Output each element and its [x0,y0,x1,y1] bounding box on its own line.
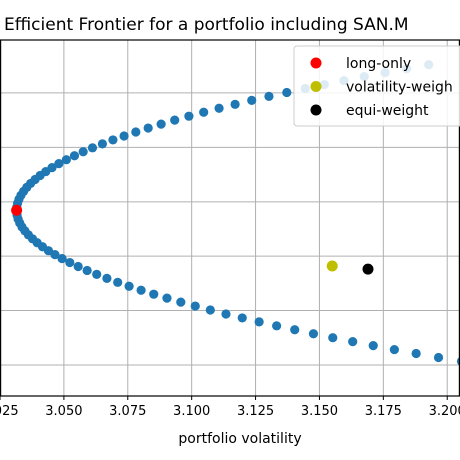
frontier-point [190,301,200,311]
x-tick-label: 3.075 [109,404,146,419]
frontier-point [57,253,67,264]
legend: long-only volatility-weigh equi-weight [293,45,460,127]
frontier-point [78,147,88,157]
equi-weight-point [362,263,374,275]
frontier-point [282,87,292,98]
frontier-point [61,155,71,165]
frontier-point [149,289,159,299]
x-tick-label: 3.100 [173,404,210,419]
axes-border [0,39,460,397]
frontier-point [264,91,274,102]
legend-marker-long-only [310,57,322,69]
volatility-weigh-point [326,260,338,272]
frontier-point [124,281,134,291]
frontier-point [102,273,112,283]
frontier-point [92,269,102,280]
frontier-point [290,325,300,335]
frontier-point [247,95,257,105]
x-tick-label: 3.025 [0,404,19,419]
frontier-point [170,115,180,125]
x-tick-label: 3.125 [237,404,274,419]
long-only-point [11,204,23,216]
frontier-point [389,344,399,355]
legend-label-equi-weight: equi-weight [346,103,429,119]
frontier-point [368,341,378,351]
legend-box [293,45,460,127]
frontier-point [136,285,146,295]
frontier-point [433,352,444,363]
frontier-point [254,317,264,327]
frontier-point [131,127,141,137]
legend-label-volatility-weigh: volatility-weigh [346,80,453,96]
frontier-point [65,257,75,268]
frontier-point [214,103,224,113]
frontier-point [308,329,319,339]
frontier-point [411,348,421,359]
x-tick-label: 3.150 [301,404,338,419]
frontier-point [328,333,338,343]
frontier-point [47,163,57,173]
frontier-point [230,99,240,109]
x-tick-label: 3.200 [429,404,460,419]
frontier-point [113,277,123,287]
x-axis-label: portfolio volatility [178,431,301,447]
legend-marker-equi-weight [310,104,322,116]
frontier-point [221,309,231,319]
frontier-point [54,159,64,169]
frontier-point [87,143,98,153]
portfolio-markers [11,204,374,275]
frontier-point [97,139,108,149]
frontier-point [82,265,92,276]
frontier-point [156,119,166,129]
frontier-point [162,293,172,303]
chart-title: Efficient Frontier for a portfolio inclu… [4,15,409,35]
frontier-point [348,337,358,347]
frontier-point [184,111,194,121]
x-tick-labels: 3.025 3.050 3.075 3.100 3.125 3.150 3.175 3.200 [0,396,460,419]
legend-marker-volatility-weigh [310,81,322,92]
frontier-point [119,131,129,141]
x-tick-label: 3.175 [365,404,402,419]
frontier-point [199,107,209,117]
legend-label-long-only: long-only [346,56,411,72]
frontier-point [108,135,118,145]
frontier-point [143,123,153,133]
frontier-point [205,305,215,315]
x-tick-label: 3.050 [45,404,82,419]
frontier-point [237,313,247,323]
frontier-point [176,297,186,307]
frontier-point [69,151,80,161]
frontier-point [73,261,83,272]
frontier-point [272,321,282,331]
